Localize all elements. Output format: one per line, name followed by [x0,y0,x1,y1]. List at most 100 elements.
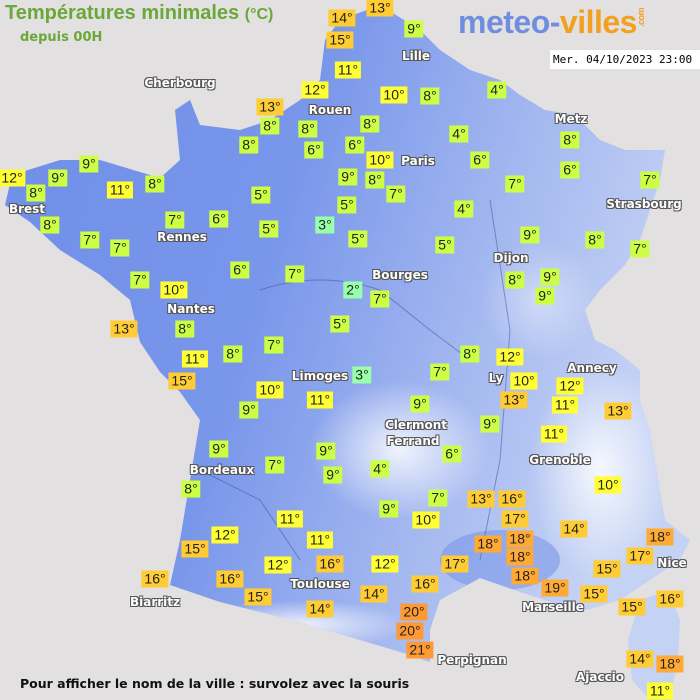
temperature-badge[interactable]: 10° [380,86,408,104]
city-label[interactable]: Dijon [493,251,529,265]
temperature-badge[interactable]: 16° [656,590,684,608]
temperature-badge[interactable]: 16° [411,575,439,593]
temperature-badge[interactable]: 9° [79,155,99,173]
temperature-badge[interactable]: 3° [315,216,335,234]
city-label[interactable]: Paris [401,154,435,168]
city-label[interactable]: Limoges [291,369,349,383]
temperature-badge[interactable]: 14° [626,650,654,668]
city-label[interactable]: Bourges [372,268,428,282]
temperature-badge[interactable]: 11° [334,61,362,79]
temperature-badge[interactable]: 8° [505,271,525,289]
temperature-badge[interactable]: 6° [304,141,324,159]
temperature-badge[interactable]: 12° [0,169,26,187]
temperature-badge[interactable]: 10° [366,151,394,169]
temperature-badge[interactable]: 7° [130,271,150,289]
temperature-badge[interactable]: 14° [306,600,334,618]
temperature-badge[interactable]: 18° [474,535,502,553]
temperature-badge[interactable]: 7° [370,290,390,308]
city-label[interactable]: Rouen [308,103,352,117]
temperature-badge[interactable]: 18° [506,548,534,566]
city-label[interactable]: Strasbourg [606,197,682,211]
temperature-badge[interactable]: 11° [306,531,334,549]
temperature-badge[interactable]: 15° [181,540,209,558]
temperature-badge[interactable]: 8° [145,175,165,193]
temperature-badge[interactable]: 4° [449,125,469,143]
city-label[interactable]: Metz [554,112,588,126]
temperature-badge[interactable]: 9° [239,401,259,419]
temperature-badge[interactable]: 4° [454,200,474,218]
temperature-badge[interactable]: 7° [110,239,130,257]
city-label[interactable]: Toulouse [290,577,350,591]
temperature-badge[interactable]: 15° [168,372,196,390]
temperature-badge[interactable]: 8° [181,480,201,498]
temperature-badge[interactable]: 8° [239,136,259,154]
temperature-badge[interactable]: 13° [256,98,284,116]
temperature-badge[interactable]: 7° [505,175,525,193]
temperature-badge[interactable]: 17° [626,547,654,565]
temperature-badge[interactable]: 20° [400,603,428,621]
temperature-badge[interactable]: 6° [345,136,365,154]
temperature-badge[interactable]: 8° [420,87,440,105]
temperature-badge[interactable]: 2° [343,281,363,299]
temperature-badge[interactable]: 16° [216,570,244,588]
temperature-badge[interactable]: 15° [244,588,272,606]
temperature-badge[interactable]: 15° [618,598,646,616]
temperature-badge[interactable]: 4° [370,460,390,478]
temperature-badge[interactable]: 13° [366,0,394,17]
temperature-badge[interactable]: 17° [441,555,469,573]
temperature-badge[interactable]: 8° [585,231,605,249]
city-label[interactable]: Bordeaux [189,463,255,477]
temperature-badge[interactable]: 17° [501,510,529,528]
temperature-badge[interactable]: 19° [541,579,569,597]
temperature-badge[interactable]: 8° [223,345,243,363]
temperature-badge[interactable]: 9° [379,500,399,518]
temperature-badge[interactable]: 8° [26,184,46,202]
temperature-badge[interactable]: 6° [230,261,250,279]
city-label[interactable]: Brest [8,202,46,216]
meteo-villes-logo[interactable]: meteo-villes.com [458,4,646,40]
temperature-badge[interactable]: 9° [338,168,358,186]
temperature-badge[interactable]: 8° [460,345,480,363]
city-label[interactable]: Cherbourg [144,76,216,90]
temperature-badge[interactable]: 5° [348,230,368,248]
temperature-badge[interactable]: 7° [430,363,450,381]
temperature-badge[interactable]: 6° [442,445,462,463]
temperature-badge[interactable]: 10° [412,511,440,529]
temperature-badge[interactable]: 6° [560,161,580,179]
temperature-badge[interactable]: 16° [316,555,344,573]
temperature-badge[interactable]: 18° [646,528,674,546]
temperature-badge[interactable]: 15° [580,585,608,603]
temperature-badge[interactable]: 10° [594,476,622,494]
temperature-badge[interactable]: 16° [141,570,169,588]
temperature-badge[interactable]: 4° [487,81,507,99]
temperature-badge[interactable]: 12° [556,377,584,395]
temperature-badge[interactable]: 9° [480,415,500,433]
temperature-badge[interactable]: 7° [165,211,185,229]
temperature-badge[interactable]: 6° [209,210,229,228]
temperature-badge[interactable]: 14° [328,9,356,27]
temperature-badge[interactable]: 9° [323,466,343,484]
temperature-badge[interactable]: 5° [435,236,455,254]
temperature-badge[interactable]: 18° [506,530,534,548]
temperature-badge[interactable]: 8° [360,115,380,133]
temperature-badge[interactable]: 13° [467,490,495,508]
temperature-badge[interactable]: 18° [656,655,684,673]
temperature-badge[interactable]: 13° [110,320,138,338]
temperature-badge[interactable]: 9° [404,20,424,38]
temperature-badge[interactable]: 18° [511,567,539,585]
city-label[interactable]: Perpignan [437,653,507,667]
city-label[interactable]: Lille [401,49,431,63]
temperature-badge[interactable]: 21° [406,641,434,659]
temperature-badge[interactable]: 5° [259,220,279,238]
temperature-badge[interactable]: 8° [365,171,385,189]
temperature-badge[interactable]: 8° [260,117,280,135]
temperature-badge[interactable]: 12° [264,556,292,574]
temperature-badge[interactable]: 9° [540,268,560,286]
city-label[interactable]: Marseille [522,600,584,614]
temperature-badge[interactable]: 11° [540,425,568,443]
temperature-badge[interactable]: 8° [298,120,318,138]
temperature-badge[interactable]: 7° [386,185,406,203]
temperature-badge[interactable]: 14° [560,520,588,538]
temperature-badge[interactable]: 15° [326,31,354,49]
temperature-badge[interactable]: 5° [330,315,350,333]
